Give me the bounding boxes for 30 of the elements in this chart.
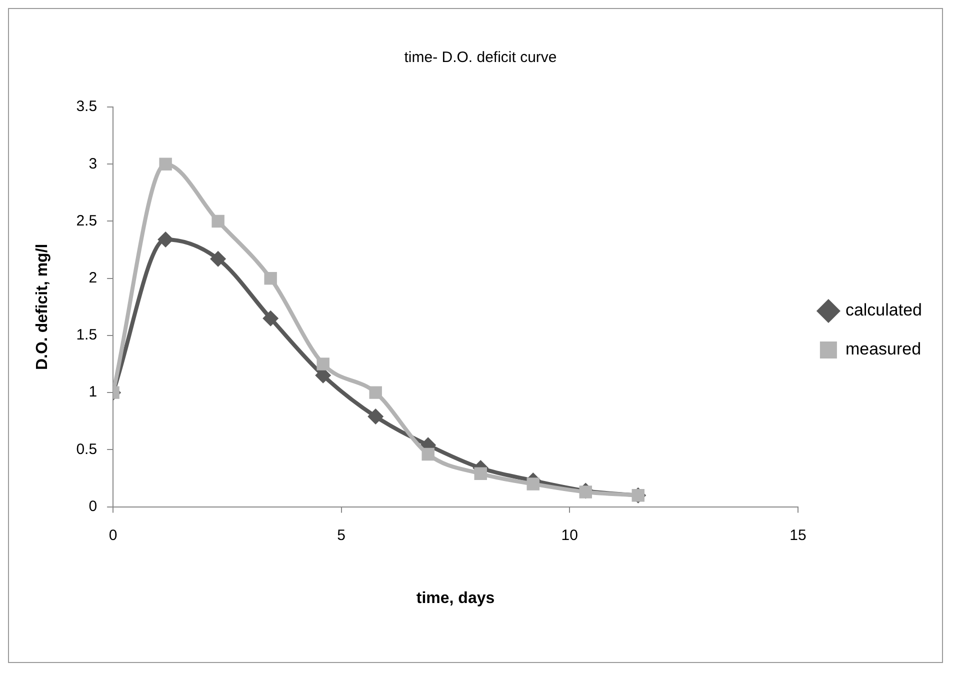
y-tick-label: 0.5 (76, 440, 98, 458)
point (579, 486, 592, 498)
point (474, 467, 487, 480)
y-tick-label: 1 (88, 384, 98, 401)
y-axis-title: D.O. deficit, mg/l (34, 244, 52, 370)
point (210, 250, 226, 267)
legend-label: measured (845, 340, 922, 359)
point (159, 158, 172, 170)
point (369, 386, 382, 399)
point (368, 408, 384, 425)
point (264, 272, 277, 285)
chart-title: time- D.O. deficit curve (404, 49, 557, 66)
y-tick-label: 3.5 (76, 98, 98, 116)
y-tick-label: 1.5 (76, 326, 98, 344)
point (262, 310, 279, 326)
x-tick-label: 15 (790, 526, 806, 544)
x-axis-title: time, days (416, 590, 495, 607)
point (316, 358, 330, 370)
x-tick-label: 5 (337, 526, 346, 544)
x-tick-label: 0 (108, 526, 118, 544)
point (526, 478, 540, 490)
y-tick-label: 2 (88, 269, 98, 286)
point (212, 214, 224, 228)
x-tick-label: 10 (561, 526, 578, 544)
y-tick-label: 0 (88, 498, 98, 515)
point (158, 232, 174, 248)
legend-label: calculated (845, 300, 922, 320)
y-tick-label: 2.5 (76, 212, 98, 230)
point (422, 448, 434, 461)
y-tick-label: 3 (88, 155, 98, 172)
